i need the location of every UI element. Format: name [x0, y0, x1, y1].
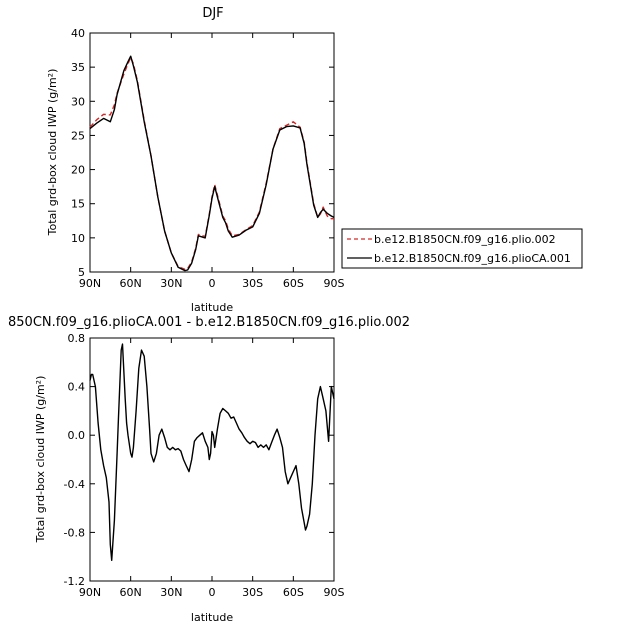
bottom-y-axis: -1.2 -0.8 -0.4 0.0 0.4 0.8 [64, 332, 334, 588]
top-chart-title: DJF [202, 6, 223, 21]
top-x-axis: 90N 60N 30N 0 30S 60S 90S [79, 33, 345, 290]
top-x-tick-label: 30S [242, 277, 263, 290]
legend-frame [341, 228, 583, 269]
top-x-tick-label: 0 [209, 277, 216, 290]
top-x-axis-label: latitude [191, 301, 233, 314]
bottom-x-axis: 90N 60N 30N 0 30S 60S 90S [79, 338, 345, 599]
bottom-chart-title: 850CN.f09_g16.plioCA.001 - b.e12.B1850CN… [8, 315, 410, 330]
top-series-group [89, 55, 335, 272]
bottom-series-line-0 [89, 343, 335, 561]
bottom-x-tick-label: 30S [242, 586, 263, 599]
top-y-tick-label: 10 [71, 232, 85, 245]
bottom-panel: 850CN.f09_g16.plioCA.001 - b.e12.B1850CN… [8, 315, 410, 624]
bottom-y-tick-label: 0.0 [68, 429, 86, 442]
bottom-x-tick-label: 90N [79, 586, 101, 599]
top-x-tick-label: 60S [283, 277, 304, 290]
bottom-x-tick-label: 30N [160, 586, 182, 599]
bottom-plot-frame [89, 337, 335, 582]
bottom-y-tick-label: -1.2 [64, 575, 85, 588]
bottom-y-tick-label: -0.8 [64, 526, 85, 539]
top-x-tick-label: 30N [160, 277, 182, 290]
top-x-tick-label: 60N [120, 277, 142, 290]
bottom-y-tick-label: 0.4 [68, 381, 86, 394]
top-y-tick-label: 15 [71, 198, 85, 211]
top-y-tick-label: 5 [78, 266, 85, 279]
legend: b.e12.B1850CN.f09_g16.plio.002 b.e12.B18… [341, 228, 583, 269]
top-y-axis-label: Total grd-box cloud IWP (g/m²) [46, 69, 59, 237]
bottom-y-tick-label: -0.4 [64, 478, 85, 491]
bottom-x-tick-label: 60S [283, 586, 304, 599]
bottom-y-tick-label: 0.8 [68, 332, 86, 345]
bottom-y-axis-label: Total grd-box cloud IWP (g/m²) [34, 376, 47, 544]
top-y-axis: 5 10 15 20 25 30 35 40 [71, 27, 334, 279]
legend-label-plio-002: b.e12.B1850CN.f09_g16.plio.002 [374, 233, 556, 246]
top-y-tick-label: 20 [71, 164, 85, 177]
bottom-x-tick-label: 0 [209, 586, 216, 599]
top-y-tick-label: 40 [71, 27, 85, 40]
legend-label-plioca-001: b.e12.B1850CN.f09_g16.plioCA.001 [374, 252, 571, 265]
top-series-line-0 [89, 56, 334, 270]
top-y-tick-label: 30 [71, 95, 85, 108]
bottom-x-tick-label: 90S [324, 586, 345, 599]
top-series-line-1 [89, 55, 335, 272]
bottom-series-group [89, 343, 335, 561]
top-x-tick-label: 90N [79, 277, 101, 290]
top-x-tick-label: 90S [324, 277, 345, 290]
bottom-x-axis-label: latitude [191, 611, 233, 624]
top-y-tick-label: 25 [71, 129, 85, 142]
top-y-tick-label: 35 [71, 61, 85, 74]
bottom-x-tick-label: 60N [120, 586, 142, 599]
